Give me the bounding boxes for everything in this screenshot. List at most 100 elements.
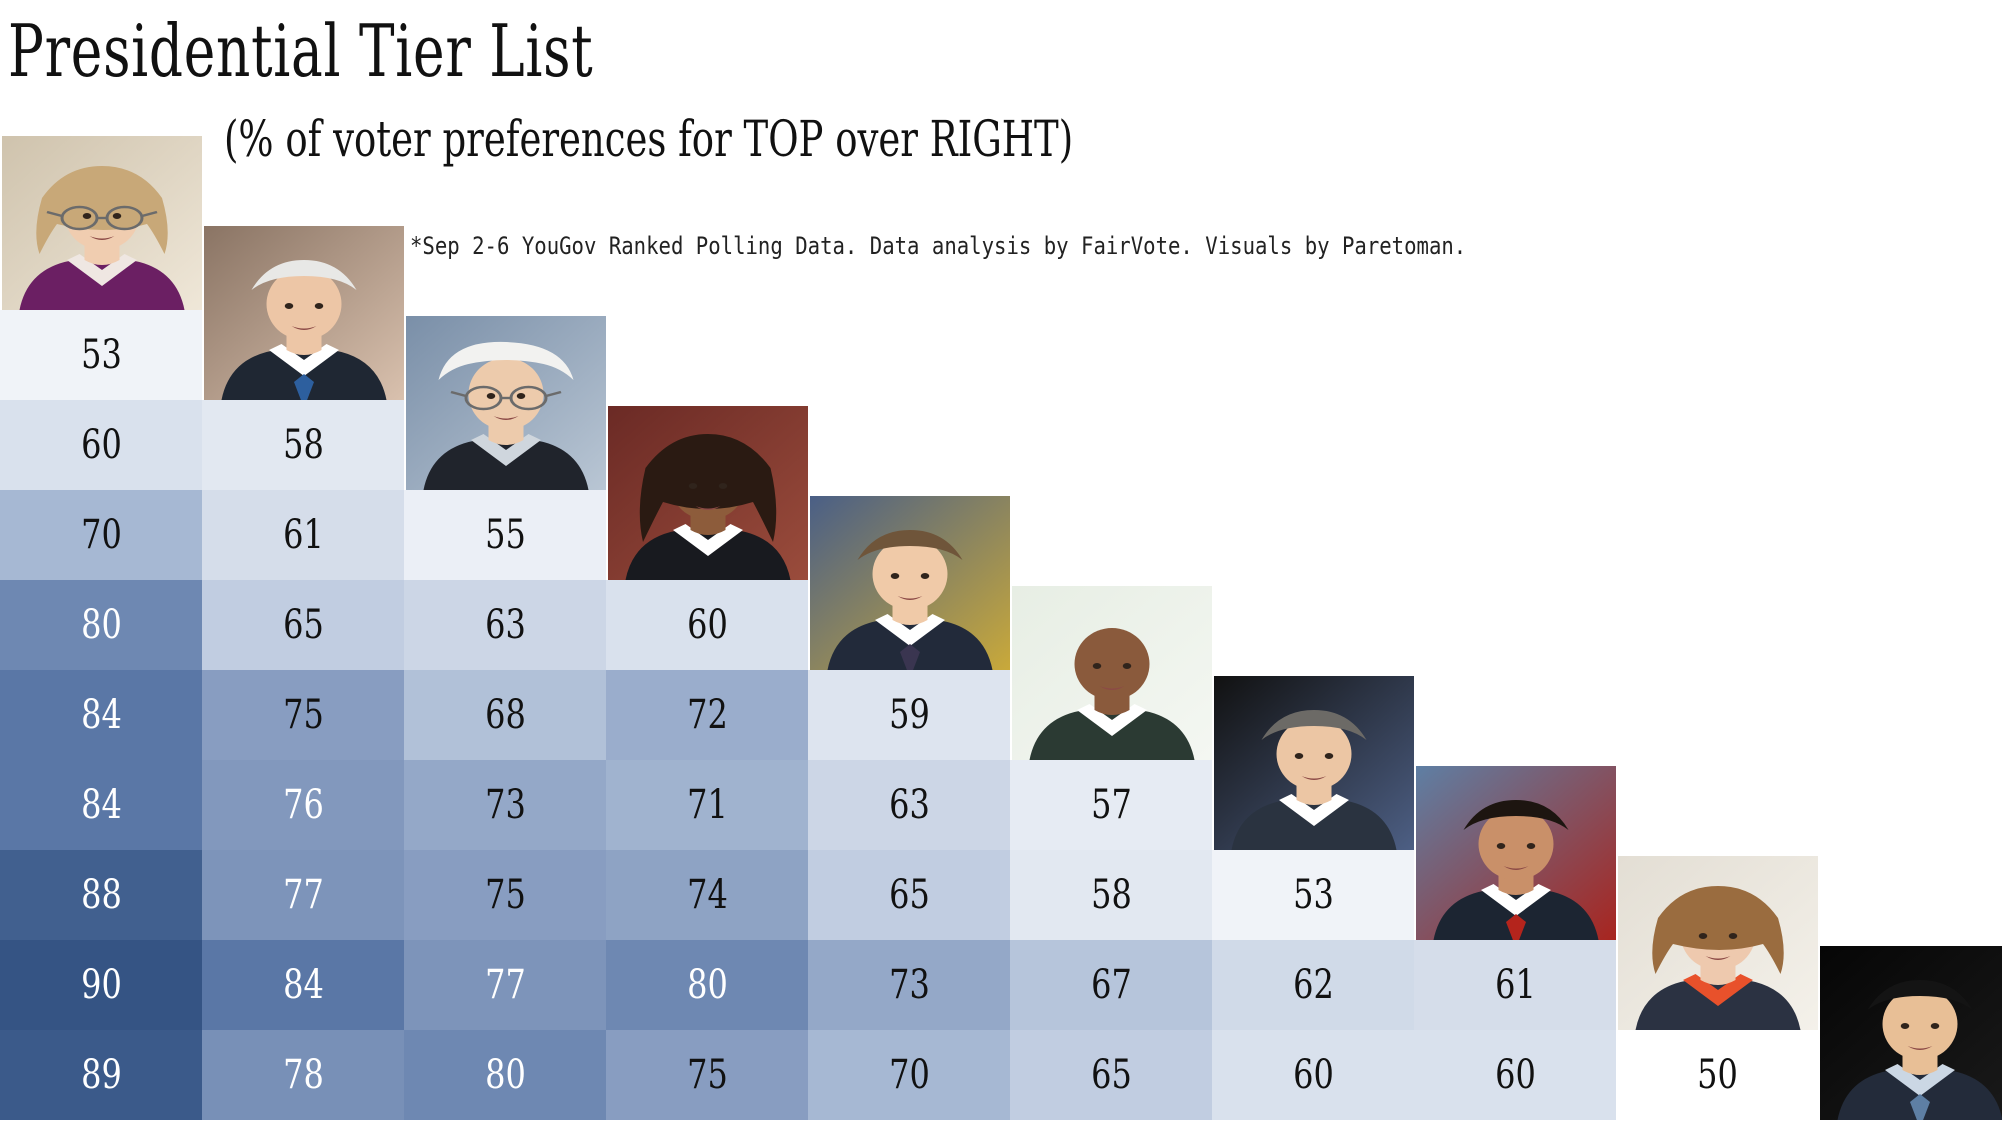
matrix-cell: 63 (808, 760, 1010, 850)
matrix-cell: 60 (0, 400, 202, 490)
matrix-cell: 53 (1212, 850, 1414, 940)
matrix-cell-value: 88 (80, 872, 122, 918)
matrix-cell-value: 75 (686, 1052, 728, 1098)
matrix-cell: 61 (202, 490, 404, 580)
portrait-buttigieg-photo (810, 496, 1010, 670)
matrix-cell-value: 75 (282, 692, 324, 738)
matrix-cell: 65 (202, 580, 404, 670)
matrix-cell-value: 60 (1494, 1052, 1536, 1098)
matrix-cell: 89 (0, 1030, 202, 1120)
matrix-cell: 84 (0, 760, 202, 850)
matrix-cell: 55 (404, 490, 606, 580)
portrait-warren-photo (2, 136, 202, 310)
matrix-cell: 60 (1212, 1030, 1414, 1120)
source-footnote: *Sep 2-6 YouGov Ranked Polling Data. Dat… (410, 232, 1467, 260)
portrait-orourke-photo (1214, 676, 1414, 850)
matrix-cell-value: 73 (484, 782, 526, 828)
matrix-cell-value: 65 (282, 602, 324, 648)
page-title: Presidential Tier List (8, 9, 594, 93)
matrix-cell-value: 77 (282, 872, 324, 918)
matrix-cell: 75 (606, 1030, 808, 1120)
matrix-cell: 50 (1616, 1030, 1818, 1120)
portrait-castro-photo (1416, 766, 1616, 940)
matrix-cell: 57 (1010, 760, 1212, 850)
matrix-cell: 75 (202, 670, 404, 760)
matrix-cell-value: 53 (80, 332, 122, 378)
matrix-cell-value: 76 (282, 782, 324, 828)
matrix-cell: 73 (808, 940, 1010, 1030)
matrix-cell-value: 58 (1090, 872, 1132, 918)
matrix-cell: 77 (202, 850, 404, 940)
matrix-cell: 80 (404, 1030, 606, 1120)
matrix-cell: 70 (808, 1030, 1010, 1120)
matrix-cell: 84 (202, 940, 404, 1030)
matrix-cell-value: 50 (1696, 1052, 1738, 1098)
portrait-harris-photo (608, 406, 808, 580)
matrix-cell: 63 (404, 580, 606, 670)
matrix-cell: 72 (606, 670, 808, 760)
matrix-cell-value: 78 (282, 1052, 324, 1098)
matrix-cell: 61 (1414, 940, 1616, 1030)
matrix-cell-value: 84 (80, 782, 122, 828)
matrix-cell-value: 60 (1292, 1052, 1334, 1098)
matrix-cell: 58 (1010, 850, 1212, 940)
matrix-cell: 53 (0, 310, 202, 400)
matrix-cell: 74 (606, 850, 808, 940)
matrix-cell: 84 (0, 670, 202, 760)
matrix-cell: 70 (0, 490, 202, 580)
matrix-cell-value: 74 (686, 872, 728, 918)
matrix-cell: 78 (202, 1030, 404, 1120)
matrix-cell: 62 (1212, 940, 1414, 1030)
portrait-sanders-photo (406, 316, 606, 490)
matrix-cell: 65 (1010, 1030, 1212, 1120)
matrix-cell: 60 (606, 580, 808, 670)
matrix-cell-value: 59 (888, 692, 930, 738)
matrix-cell-value: 80 (80, 602, 122, 648)
matrix-cell-value: 62 (1292, 962, 1334, 1008)
matrix-cell-value: 67 (1090, 962, 1132, 1008)
matrix-cell-value: 65 (888, 872, 930, 918)
matrix-cell-value: 75 (484, 872, 526, 918)
matrix-cell: 58 (202, 400, 404, 490)
matrix-cell-value: 72 (686, 692, 728, 738)
matrix-cell: 90 (0, 940, 202, 1030)
matrix-cell-value: 80 (686, 962, 728, 1008)
page-subtitle: (% of voter preferences for TOP over RIG… (224, 110, 1074, 168)
matrix-cell-value: 84 (282, 962, 324, 1008)
matrix-cell-value: 70 (888, 1052, 930, 1098)
matrix-cell-value: 61 (282, 512, 324, 558)
matrix-cell-value: 63 (888, 782, 930, 828)
portrait-yang-photo (1820, 946, 2002, 1120)
matrix-cell-value: 60 (80, 422, 122, 468)
matrix-cell: 73 (404, 760, 606, 850)
matrix-cell-value: 90 (80, 962, 122, 1008)
matrix-cell: 59 (808, 670, 1010, 760)
matrix-cell: 76 (202, 760, 404, 850)
matrix-cell: 71 (606, 760, 808, 850)
matrix-cell: 75 (404, 850, 606, 940)
matrix-cell: 60 (1414, 1030, 1616, 1120)
portrait-klobuchar-photo (1618, 856, 1818, 1030)
matrix-cell-value: 55 (484, 512, 526, 558)
matrix-cell-value: 58 (282, 422, 324, 468)
matrix-cell-value: 61 (1494, 962, 1536, 1008)
matrix-cell: 80 (0, 580, 202, 670)
matrix-cell: 65 (808, 850, 1010, 940)
matrix-cell: 88 (0, 850, 202, 940)
matrix-cell: 77 (404, 940, 606, 1030)
matrix-cell-value: 65 (1090, 1052, 1132, 1098)
matrix-cell-value: 53 (1292, 872, 1334, 918)
matrix-cell-value: 60 (686, 602, 728, 648)
matrix-cell: 67 (1010, 940, 1212, 1030)
matrix-cell-value: 70 (80, 512, 122, 558)
matrix-cell-value: 68 (484, 692, 526, 738)
matrix-cell-value: 57 (1090, 782, 1132, 828)
matrix-cell-value: 89 (80, 1052, 122, 1098)
matrix-cell-value: 73 (888, 962, 930, 1008)
matrix-cell-value: 77 (484, 962, 526, 1008)
matrix-cell-value: 80 (484, 1052, 526, 1098)
portrait-biden-photo (204, 226, 404, 400)
matrix-cell-value: 63 (484, 602, 526, 648)
portrait-booker-photo (1012, 586, 1212, 760)
